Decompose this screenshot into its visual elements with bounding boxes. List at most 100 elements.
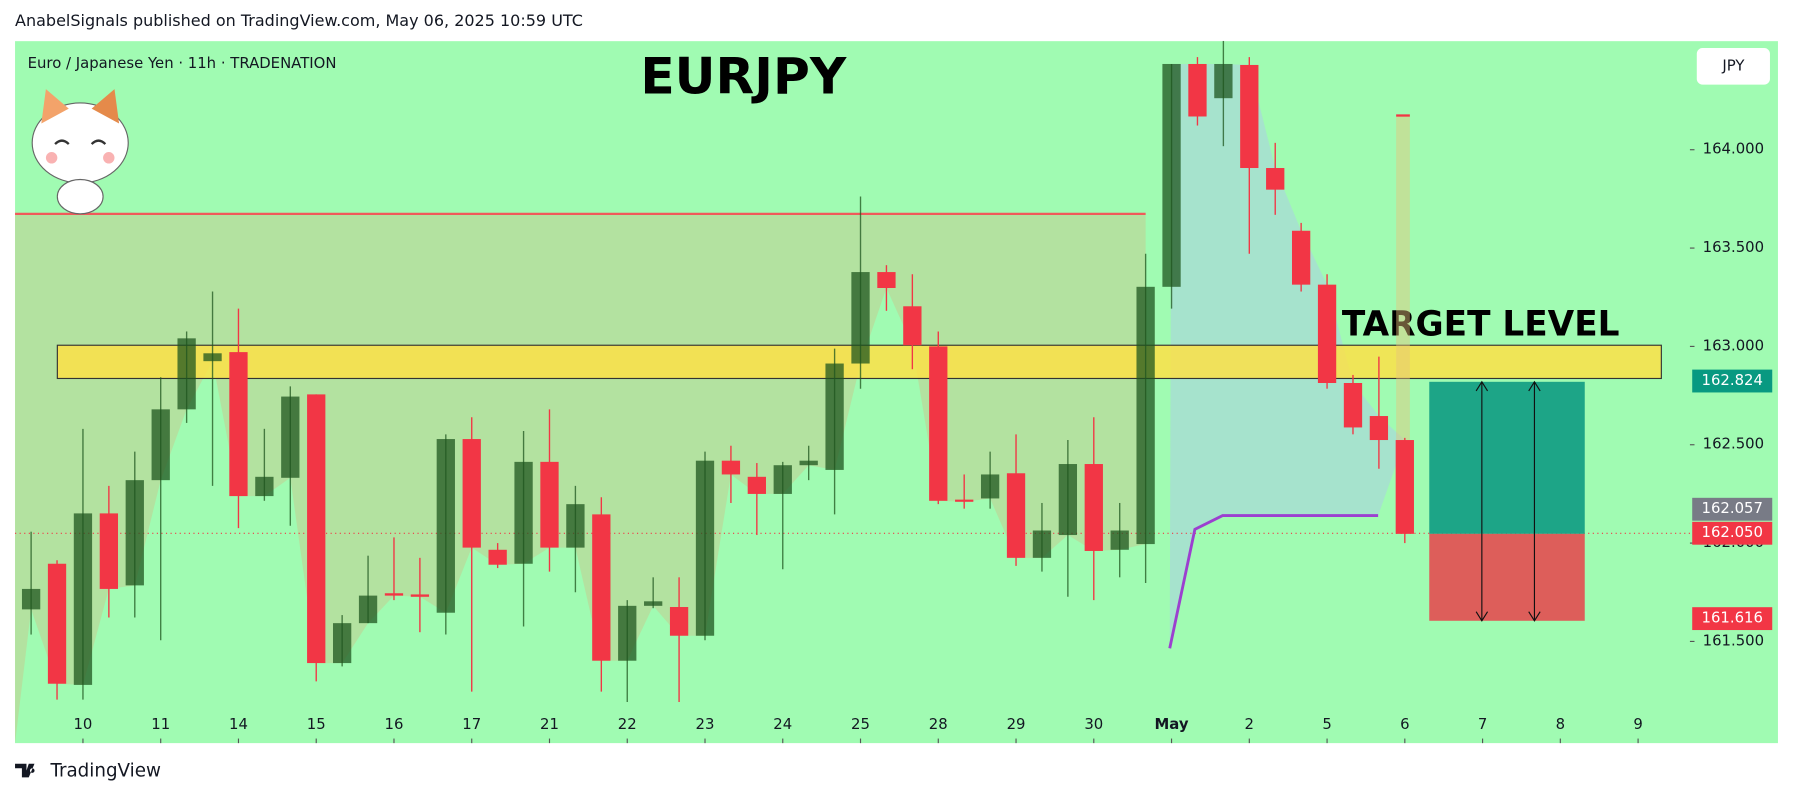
candle-body [877, 272, 896, 288]
candle-body [99, 513, 119, 589]
candle-body [255, 476, 274, 497]
x-tick-label: 6 [1400, 715, 1409, 733]
x-tick-label: 15 [307, 715, 326, 733]
candle-body [929, 346, 948, 501]
candle-body [1317, 284, 1337, 383]
candle-body [721, 460, 741, 475]
x-tick-label: 2 [1245, 715, 1254, 733]
candle-body [332, 623, 352, 664]
candle-body [695, 460, 715, 636]
currency: JPY [1721, 56, 1745, 74]
x-tick-label: 28 [929, 715, 948, 733]
candle-body [462, 439, 481, 548]
position-stop [1429, 533, 1585, 621]
logo-mark [15, 763, 35, 778]
candle-body [384, 593, 404, 596]
candle-body [1369, 416, 1389, 441]
position-target [1429, 381, 1585, 534]
candle-body [436, 439, 455, 613]
candle-body [203, 353, 222, 362]
candle-body [151, 409, 170, 481]
y-tick-label: 162.500 [1703, 435, 1764, 453]
currency-box[interactable] [1696, 48, 1770, 85]
candle-body [307, 394, 326, 664]
price-label: 162.824 [1702, 371, 1763, 389]
candle-body [747, 476, 766, 494]
x-tick-label: 29 [1007, 715, 1026, 733]
candle-body [566, 504, 585, 548]
price-label-box [1692, 521, 1773, 545]
candle-body [903, 306, 922, 346]
x-tick-label: 22 [618, 715, 637, 733]
published-line: AnabelSignals published on TradingView.c… [15, 11, 583, 30]
candle-body [1058, 464, 1078, 536]
candle-body [125, 480, 144, 586]
candle-body [1395, 440, 1414, 534]
y-tick-label: 164.000 [1703, 140, 1764, 158]
price-label-box [1692, 497, 1773, 521]
candle-body [773, 465, 792, 494]
candle-body [592, 514, 611, 661]
candle-body [1343, 382, 1363, 428]
candle-body [618, 605, 637, 661]
footer-brand: TradingView [49, 761, 161, 782]
x-tick-label: 21 [540, 715, 559, 733]
candle-body [229, 352, 248, 497]
price-label: 161.616 [1702, 609, 1763, 627]
candle-body [1214, 63, 1233, 99]
chart-title: EURJPY [640, 47, 847, 106]
candle-body [1032, 530, 1052, 558]
cat-ear [41, 89, 69, 124]
candle-body [281, 396, 300, 478]
price-label: 162.057 [1702, 499, 1763, 517]
candle-body [21, 588, 41, 610]
zone-label: TARGET LEVEL [1342, 304, 1620, 344]
candle-body [851, 272, 870, 364]
x-tick-label: 14 [229, 715, 248, 733]
x-tick-label: 23 [696, 715, 715, 733]
candle-body [47, 563, 67, 684]
x-tick-label: 17 [462, 715, 481, 733]
candle-body [1188, 63, 1207, 117]
price-label-box [1692, 607, 1773, 631]
x-tick-label: 9 [1633, 715, 1642, 733]
candle-body [514, 461, 533, 564]
tv-logo [15, 763, 35, 778]
candle-body [644, 601, 663, 606]
candle-body [540, 461, 559, 548]
price-label-box [1692, 369, 1773, 393]
x-tick-label: May [1155, 715, 1189, 733]
cat-cheek [45, 152, 58, 164]
x-tick-label: 11 [151, 715, 170, 733]
candle-body [73, 513, 93, 685]
candle-body [980, 474, 1000, 499]
candle-body [1006, 473, 1026, 558]
candle-body [1266, 168, 1285, 190]
price-label: 162.050 [1702, 523, 1763, 541]
y-tick-label: 161.500 [1703, 631, 1764, 649]
indicator-line [1168, 514, 1379, 649]
candle-body [358, 595, 378, 624]
candle-body [955, 499, 974, 502]
x-tick-label: 10 [73, 715, 92, 733]
candle-body [1110, 530, 1129, 550]
arrow-head [1475, 380, 1489, 622]
target-bar [1396, 115, 1410, 534]
symbol-info: Euro / Japanese Yen · 11h · TRADENATION [28, 54, 337, 72]
x-tick-label: 8 [1556, 715, 1565, 733]
x-tick-label: 7 [1478, 715, 1487, 733]
cat-body [56, 178, 104, 215]
x-tick-label: 30 [1084, 715, 1103, 733]
x-tick-label: 25 [851, 715, 870, 733]
candle-body [825, 363, 844, 470]
plot: TARGET LEVEL161.500162.000162.500163.000… [15, 40, 1773, 744]
x-tick-label: 24 [773, 715, 792, 733]
candle-body [1084, 464, 1103, 551]
candle-body [1162, 63, 1181, 287]
y-tick-label: 163.500 [1703, 238, 1764, 256]
candle-body [799, 460, 818, 466]
candle-body [669, 607, 689, 636]
x-tick-label: 16 [385, 715, 404, 733]
y-tick-label: 163.000 [1703, 336, 1764, 354]
